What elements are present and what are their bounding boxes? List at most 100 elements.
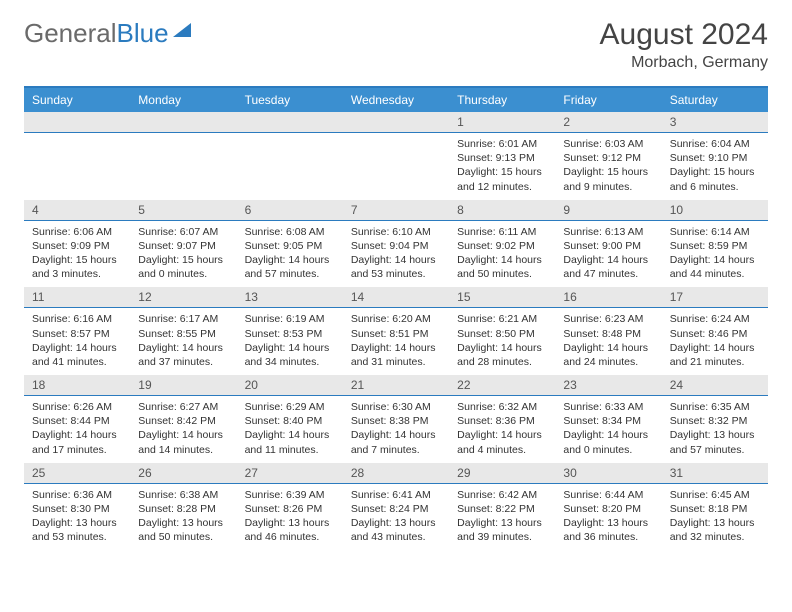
daylight-text: Daylight: 13 hours and 39 minutes. bbox=[457, 516, 547, 544]
sunrise-text: Sunrise: 6:39 AM bbox=[245, 488, 335, 502]
sunrise-text: Sunrise: 6:16 AM bbox=[32, 312, 122, 326]
day-details: Sunrise: 6:33 AMSunset: 8:34 PMDaylight:… bbox=[555, 396, 661, 463]
calendar-week: 11Sunrise: 6:16 AMSunset: 8:57 PMDayligh… bbox=[24, 287, 768, 375]
daylight-text: Daylight: 13 hours and 57 minutes. bbox=[670, 428, 760, 456]
sunrise-text: Sunrise: 6:44 AM bbox=[563, 488, 653, 502]
sunset-text: Sunset: 9:02 PM bbox=[457, 239, 547, 253]
calendar-cell: 18Sunrise: 6:26 AMSunset: 8:44 PMDayligh… bbox=[24, 375, 130, 463]
day-number: 28 bbox=[343, 463, 449, 484]
day-details: Sunrise: 6:23 AMSunset: 8:48 PMDaylight:… bbox=[555, 308, 661, 375]
calendar-cell: 1Sunrise: 6:01 AMSunset: 9:13 PMDaylight… bbox=[449, 112, 555, 200]
calendar-cell: 23Sunrise: 6:33 AMSunset: 8:34 PMDayligh… bbox=[555, 375, 661, 463]
calendar-week: 18Sunrise: 6:26 AMSunset: 8:44 PMDayligh… bbox=[24, 375, 768, 463]
sunset-text: Sunset: 8:50 PM bbox=[457, 327, 547, 341]
logo-text-2: Blue bbox=[117, 18, 169, 49]
day-number: 31 bbox=[662, 463, 768, 484]
day-details: Sunrise: 6:14 AMSunset: 8:59 PMDaylight:… bbox=[662, 221, 768, 288]
day-details: Sunrise: 6:44 AMSunset: 8:20 PMDaylight:… bbox=[555, 484, 661, 551]
day-number: 20 bbox=[237, 375, 343, 396]
daylight-text: Daylight: 14 hours and 37 minutes. bbox=[138, 341, 228, 369]
sunset-text: Sunset: 8:46 PM bbox=[670, 327, 760, 341]
title-block: August 2024 Morbach, Germany bbox=[600, 18, 768, 72]
sunset-text: Sunset: 8:28 PM bbox=[138, 502, 228, 516]
daylight-text: Daylight: 14 hours and 41 minutes. bbox=[32, 341, 122, 369]
sunset-text: Sunset: 8:42 PM bbox=[138, 414, 228, 428]
day-details: Sunrise: 6:16 AMSunset: 8:57 PMDaylight:… bbox=[24, 308, 130, 375]
calendar-cell: 24Sunrise: 6:35 AMSunset: 8:32 PMDayligh… bbox=[662, 375, 768, 463]
day-number: 10 bbox=[662, 200, 768, 221]
day-details: Sunrise: 6:17 AMSunset: 8:55 PMDaylight:… bbox=[130, 308, 236, 375]
day-details: Sunrise: 6:35 AMSunset: 8:32 PMDaylight:… bbox=[662, 396, 768, 463]
day-number: 4 bbox=[24, 200, 130, 221]
sunset-text: Sunset: 8:24 PM bbox=[351, 502, 441, 516]
sunrise-text: Sunrise: 6:36 AM bbox=[32, 488, 122, 502]
daylight-text: Daylight: 15 hours and 12 minutes. bbox=[457, 165, 547, 193]
sunset-text: Sunset: 8:57 PM bbox=[32, 327, 122, 341]
day-header-cell: Saturday bbox=[662, 88, 768, 112]
day-number: 29 bbox=[449, 463, 555, 484]
day-header-cell: Monday bbox=[130, 88, 236, 112]
daylight-text: Daylight: 14 hours and 11 minutes. bbox=[245, 428, 335, 456]
day-number: 1 bbox=[449, 112, 555, 133]
sunrise-text: Sunrise: 6:24 AM bbox=[670, 312, 760, 326]
sunset-text: Sunset: 8:59 PM bbox=[670, 239, 760, 253]
calendar-week: 4Sunrise: 6:06 AMSunset: 9:09 PMDaylight… bbox=[24, 200, 768, 288]
day-number: 30 bbox=[555, 463, 661, 484]
day-details: Sunrise: 6:13 AMSunset: 9:00 PMDaylight:… bbox=[555, 221, 661, 288]
daylight-text: Daylight: 13 hours and 53 minutes. bbox=[32, 516, 122, 544]
day-details bbox=[24, 133, 130, 143]
daylight-text: Daylight: 14 hours and 21 minutes. bbox=[670, 341, 760, 369]
sunset-text: Sunset: 8:53 PM bbox=[245, 327, 335, 341]
day-number bbox=[24, 112, 130, 133]
calendar-cell: 20Sunrise: 6:29 AMSunset: 8:40 PMDayligh… bbox=[237, 375, 343, 463]
sunrise-text: Sunrise: 6:20 AM bbox=[351, 312, 441, 326]
sunset-text: Sunset: 8:18 PM bbox=[670, 502, 760, 516]
day-number: 11 bbox=[24, 287, 130, 308]
day-details: Sunrise: 6:04 AMSunset: 9:10 PMDaylight:… bbox=[662, 133, 768, 200]
sunset-text: Sunset: 9:07 PM bbox=[138, 239, 228, 253]
calendar-cell: 2Sunrise: 6:03 AMSunset: 9:12 PMDaylight… bbox=[555, 112, 661, 200]
calendar-cell: 13Sunrise: 6:19 AMSunset: 8:53 PMDayligh… bbox=[237, 287, 343, 375]
day-header-cell: Thursday bbox=[449, 88, 555, 112]
sunset-text: Sunset: 8:48 PM bbox=[563, 327, 653, 341]
calendar-cell: 14Sunrise: 6:20 AMSunset: 8:51 PMDayligh… bbox=[343, 287, 449, 375]
day-header-row: SundayMondayTuesdayWednesdayThursdayFrid… bbox=[24, 88, 768, 112]
sunset-text: Sunset: 9:10 PM bbox=[670, 151, 760, 165]
sunrise-text: Sunrise: 6:08 AM bbox=[245, 225, 335, 239]
location-label: Morbach, Germany bbox=[600, 54, 768, 72]
sunrise-text: Sunrise: 6:42 AM bbox=[457, 488, 547, 502]
daylight-text: Daylight: 14 hours and 14 minutes. bbox=[138, 428, 228, 456]
calendar-cell: 29Sunrise: 6:42 AMSunset: 8:22 PMDayligh… bbox=[449, 463, 555, 551]
day-number: 3 bbox=[662, 112, 768, 133]
day-number: 23 bbox=[555, 375, 661, 396]
sunset-text: Sunset: 9:00 PM bbox=[563, 239, 653, 253]
sunset-text: Sunset: 8:26 PM bbox=[245, 502, 335, 516]
day-number: 19 bbox=[130, 375, 236, 396]
sunset-text: Sunset: 8:55 PM bbox=[138, 327, 228, 341]
day-number: 8 bbox=[449, 200, 555, 221]
logo-text-1: General bbox=[24, 18, 117, 49]
sunrise-text: Sunrise: 6:45 AM bbox=[670, 488, 760, 502]
day-header-cell: Wednesday bbox=[343, 88, 449, 112]
sunrise-text: Sunrise: 6:35 AM bbox=[670, 400, 760, 414]
calendar-cell: 15Sunrise: 6:21 AMSunset: 8:50 PMDayligh… bbox=[449, 287, 555, 375]
daylight-text: Daylight: 14 hours and 4 minutes. bbox=[457, 428, 547, 456]
sunset-text: Sunset: 8:32 PM bbox=[670, 414, 760, 428]
logo-mark-icon bbox=[173, 23, 191, 37]
calendar-cell: 4Sunrise: 6:06 AMSunset: 9:09 PMDaylight… bbox=[24, 200, 130, 288]
day-details: Sunrise: 6:19 AMSunset: 8:53 PMDaylight:… bbox=[237, 308, 343, 375]
day-number: 21 bbox=[343, 375, 449, 396]
sunrise-text: Sunrise: 6:10 AM bbox=[351, 225, 441, 239]
calendar-cell: 7Sunrise: 6:10 AMSunset: 9:04 PMDaylight… bbox=[343, 200, 449, 288]
daylight-text: Daylight: 14 hours and 34 minutes. bbox=[245, 341, 335, 369]
day-details: Sunrise: 6:36 AMSunset: 8:30 PMDaylight:… bbox=[24, 484, 130, 551]
sunset-text: Sunset: 8:51 PM bbox=[351, 327, 441, 341]
sunrise-text: Sunrise: 6:23 AM bbox=[563, 312, 653, 326]
sunrise-text: Sunrise: 6:17 AM bbox=[138, 312, 228, 326]
daylight-text: Daylight: 13 hours and 50 minutes. bbox=[138, 516, 228, 544]
sunrise-text: Sunrise: 6:01 AM bbox=[457, 137, 547, 151]
daylight-text: Daylight: 14 hours and 17 minutes. bbox=[32, 428, 122, 456]
daylight-text: Daylight: 14 hours and 28 minutes. bbox=[457, 341, 547, 369]
day-details: Sunrise: 6:30 AMSunset: 8:38 PMDaylight:… bbox=[343, 396, 449, 463]
day-number: 17 bbox=[662, 287, 768, 308]
